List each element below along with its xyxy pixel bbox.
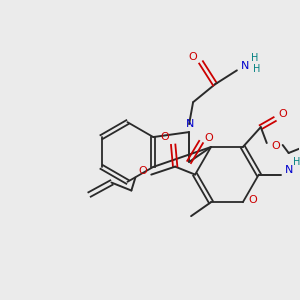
Text: H: H — [293, 157, 300, 167]
Text: O: O — [189, 52, 197, 62]
Text: H: H — [251, 53, 259, 63]
Text: O: O — [161, 132, 170, 142]
Text: O: O — [271, 141, 280, 151]
Text: H: H — [253, 64, 260, 74]
Text: O: O — [205, 133, 213, 143]
Text: N: N — [284, 165, 293, 175]
Text: O: O — [138, 166, 147, 176]
Text: O: O — [248, 195, 257, 205]
Text: O: O — [278, 109, 287, 119]
Text: N: N — [241, 61, 249, 71]
Text: N: N — [186, 119, 194, 129]
